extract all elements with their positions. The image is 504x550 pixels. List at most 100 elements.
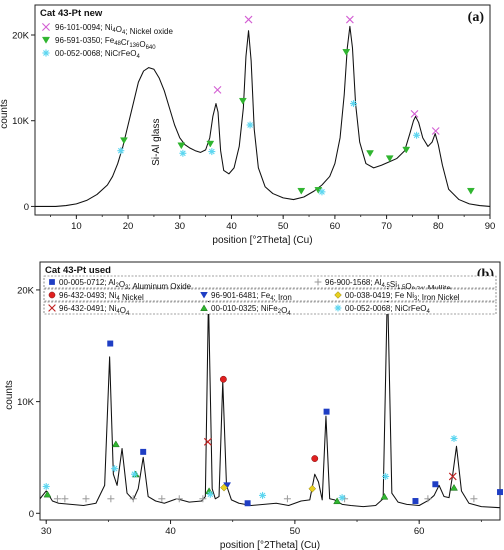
reference-peak-marker <box>448 472 457 481</box>
legend-entry: 96-432-0491; Ni4O4 <box>59 304 130 317</box>
y-axis-title: counts <box>0 99 10 128</box>
reference-peak-marker <box>345 15 354 24</box>
legend-marker <box>42 23 50 31</box>
legend-entry: 96-101-0094; Ni4O4; Nickel oxide <box>55 23 173 36</box>
y-axis-title: counts <box>4 380 15 409</box>
reference-peak-marker <box>177 142 186 150</box>
plot-frame <box>34 4 491 216</box>
reference-peak-marker <box>385 155 394 163</box>
reference-peak-marker <box>238 97 247 105</box>
legend-row-box <box>43 288 497 302</box>
reference-peak-marker <box>206 490 214 498</box>
x-axis-title: position [°2Theta] (Cu) <box>220 540 320 550</box>
legend-entry: 00-038-0419; Fe Ni3; Iron Nickel <box>345 291 460 302</box>
x-tick-label: 60 <box>330 221 341 232</box>
legend-entry: 00-052-0068; NiCrFeO4 <box>345 304 430 315</box>
reference-peak-marker <box>318 188 326 196</box>
reference-peak-marker <box>111 465 119 473</box>
reference-peak-marker <box>206 140 215 148</box>
reference-peak-marker <box>61 495 69 503</box>
reference-peak-marker <box>107 495 115 503</box>
reference-peak-marker <box>466 187 475 195</box>
reference-peak-marker <box>424 495 432 503</box>
x-tick-label: 30 <box>174 221 185 232</box>
reference-peak-marker <box>412 498 419 504</box>
reference-peak-marker <box>323 408 330 415</box>
x-axis-title: position [°2Theta] (Cu) <box>212 235 312 246</box>
reference-peak-marker <box>413 131 421 139</box>
reference-peak-marker <box>380 492 389 500</box>
y-tick-label: 20K <box>12 31 30 42</box>
legend-entry: 96-432-0493; Ni4 Nickel <box>59 291 144 302</box>
reference-peak-marker <box>432 481 439 488</box>
reference-peak-marker <box>208 148 216 156</box>
legend-marker <box>41 36 51 44</box>
x-tick-label: 50 <box>290 526 301 537</box>
reference-peak-marker <box>497 489 503 496</box>
reference-peak-marker <box>129 495 137 503</box>
reference-peak-marker <box>402 146 411 154</box>
diffraction-pattern-line <box>40 283 500 509</box>
reference-peak-marker <box>53 495 61 503</box>
reference-peak-marker <box>283 495 291 503</box>
reference-peak-marker <box>470 495 478 503</box>
x-tick-label: 30 <box>41 526 52 537</box>
panel-b-chart: 30 40 50 60 0 10K 20K position [°2Theta] (Cu) co… <box>4 261 503 550</box>
x-tick-label: 40 <box>226 221 237 232</box>
legend-marker <box>48 291 56 299</box>
y-tick-label: 10K <box>12 116 30 127</box>
legend-entry: 00-005-0712; Al2O3; Aluminum Oxide <box>59 278 192 291</box>
reference-peak-marker <box>342 49 351 56</box>
y-tick-label: 0 <box>29 509 34 520</box>
reference-peak-marker <box>246 121 254 129</box>
reference-peak-marker <box>244 500 251 507</box>
reference-peak-marker <box>244 15 253 24</box>
reference-peak-marker <box>366 150 374 157</box>
reference-peak-marker <box>259 491 267 499</box>
x-tick-label: 60 <box>414 526 425 537</box>
reference-peak-marker <box>43 490 52 498</box>
y-tick-label: 0 <box>24 202 29 213</box>
legend-row-box <box>43 275 497 289</box>
panel-a-chart: 10 20 30 40 50 60 70 80 90 0 10K 20K position [°2The… <box>0 4 495 246</box>
legend-entry: 00-052-0068; NiCrFeO4 <box>55 49 140 60</box>
reference-peak-marker <box>140 448 147 455</box>
plot-frame <box>39 261 501 521</box>
reference-peak-marker <box>82 495 90 503</box>
legend-entry: 96-901-6481; Fe4; Iron <box>211 291 292 302</box>
reference-peak-marker <box>107 340 114 347</box>
legend-entry: 00-010-0325; NiFe2O4 <box>211 304 291 317</box>
y-tick-label: 10K <box>17 397 35 408</box>
reference-peak-marker <box>450 483 458 491</box>
reference-peak-marker <box>382 472 390 480</box>
x-tick-label: 40 <box>165 526 176 537</box>
reference-peak-marker <box>199 495 207 503</box>
reference-peak-marker <box>175 495 183 503</box>
legend-marker <box>314 278 322 286</box>
legend-marker <box>334 304 342 312</box>
reference-peak-marker <box>117 147 125 155</box>
reference-peak-marker <box>311 455 319 462</box>
reference-peak-marker <box>431 127 440 135</box>
reference-peak-marker <box>119 137 128 145</box>
legend-marker <box>334 291 342 299</box>
x-tick-label: 10 <box>71 221 82 232</box>
x-tick-label: 80 <box>433 221 444 232</box>
chart-title: Cat 43-Pt new <box>40 8 103 19</box>
reference-peak-marker <box>213 85 222 94</box>
reference-peak-marker <box>297 187 306 195</box>
legend-entry: 96-591-0350; Fe48Cr136O640 <box>55 36 156 51</box>
reference-peak-marker <box>179 149 187 157</box>
reference-peak-marker <box>308 484 317 493</box>
x-tick-label: 70 <box>381 221 392 232</box>
legend-marker <box>42 49 50 57</box>
legend-row-box <box>43 301 497 315</box>
legend-marker <box>200 304 208 311</box>
legend-marker <box>48 304 56 312</box>
chart-title: Cat 43-Pt used <box>45 265 111 276</box>
annotation-si-al-glass: Si-Al glass <box>151 119 162 166</box>
x-tick-label: 20 <box>123 221 134 232</box>
reference-peak-marker <box>219 375 227 383</box>
reference-peak-marker <box>130 470 138 478</box>
